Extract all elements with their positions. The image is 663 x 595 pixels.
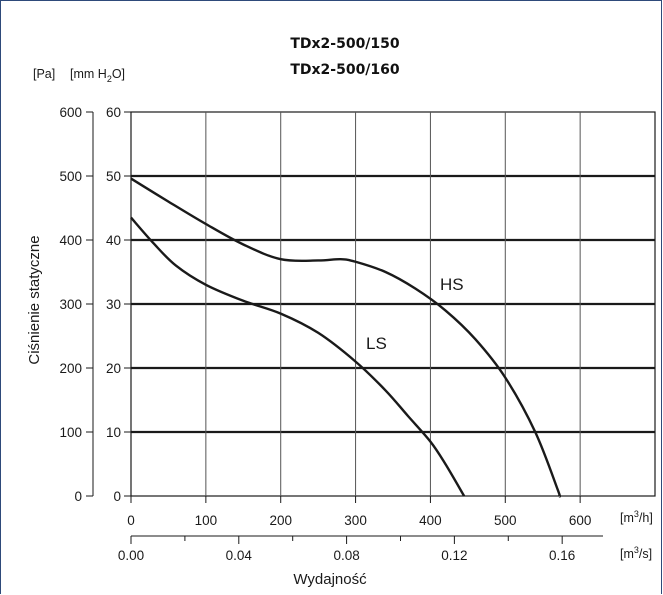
curve-ls: [130, 216, 466, 497]
x-tick-label-m3h: 100: [195, 513, 218, 528]
curves: [130, 177, 562, 498]
x-tick-label-m3h: 500: [494, 513, 517, 528]
y-tick-label-mm: 30: [106, 297, 121, 312]
curve-label-ls: LS: [366, 334, 387, 353]
y-tick-label-pa: 300: [59, 297, 82, 312]
y-tick-label-pa: 500: [59, 169, 82, 184]
x-tick-label-m3h: 300: [344, 513, 367, 528]
chart-title-line-2: TDx2-500/160: [290, 62, 400, 78]
x-tick-label-m3h: 600: [569, 513, 592, 528]
x-tick-label-m3h: 400: [419, 513, 442, 528]
x-tick-label-m3s: 0.08: [333, 548, 359, 563]
curve-labels: HS LS: [366, 275, 464, 353]
x-axis-title: Wydajność: [293, 571, 367, 588]
x-unit-m3h: [m3/h]: [620, 509, 653, 525]
x-unit-m3s: [m3/s]: [620, 545, 652, 561]
x-tick-label-m3s: 0.00: [118, 548, 144, 563]
y-tick-label-mm: 0: [113, 489, 121, 504]
chart-title-line-1: TDx2-500/150: [290, 36, 400, 52]
x-tick-label-m3s: 0.04: [226, 548, 253, 563]
y-unit-mm: [mm H2O]: [70, 67, 125, 84]
y-tick-label-pa: 200: [59, 361, 82, 376]
x-tick-label-m3h: 200: [269, 513, 292, 528]
y-tick-label-pa: 100: [59, 425, 82, 440]
x-tick-label-m3s: 0.12: [441, 548, 467, 563]
x-tick-label-m3h: 0: [127, 513, 135, 528]
curve-hs: [130, 177, 562, 498]
y-tick-label-mm: 10: [106, 425, 121, 440]
y-tick-label-pa: 400: [59, 233, 82, 248]
y-tick-label-pa: 600: [59, 105, 82, 120]
y-tick-label-mm: 60: [106, 105, 121, 120]
y-tick-label-mm: 20: [106, 361, 121, 376]
x-tick-label-m3s: 0.16: [549, 548, 575, 563]
y-tick-label-mm: 40: [106, 233, 121, 248]
y-unit-pa: [Pa]: [33, 67, 55, 81]
y-axis-title: Ciśnienie statyczne: [26, 235, 43, 364]
grid: [130, 111, 656, 497]
curve-label-hs: HS: [440, 275, 464, 294]
y-tick-label-mm: 50: [106, 169, 121, 184]
y-tick-label-pa: 0: [74, 489, 82, 504]
